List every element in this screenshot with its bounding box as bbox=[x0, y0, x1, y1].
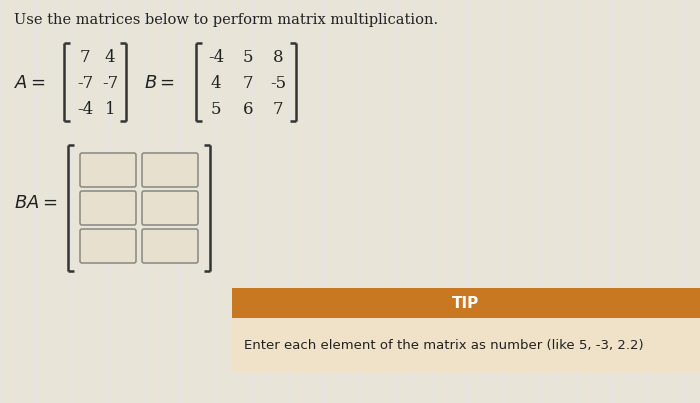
Text: Use the matrices below to perform matrix multiplication.: Use the matrices below to perform matrix… bbox=[14, 13, 438, 27]
Bar bbox=[232, 288, 700, 318]
Text: 5: 5 bbox=[243, 48, 253, 66]
FancyBboxPatch shape bbox=[142, 229, 198, 263]
Text: 7: 7 bbox=[273, 100, 284, 118]
Text: -7: -7 bbox=[77, 75, 93, 91]
FancyBboxPatch shape bbox=[142, 153, 198, 187]
Text: -4: -4 bbox=[208, 48, 224, 66]
FancyBboxPatch shape bbox=[142, 191, 198, 225]
Text: 7: 7 bbox=[243, 75, 253, 91]
Text: 7: 7 bbox=[80, 48, 90, 66]
Text: $B=$: $B=$ bbox=[144, 74, 175, 92]
Text: 4: 4 bbox=[211, 75, 221, 91]
FancyBboxPatch shape bbox=[80, 229, 136, 263]
Text: -4: -4 bbox=[77, 100, 93, 118]
Text: 4: 4 bbox=[105, 48, 116, 66]
FancyBboxPatch shape bbox=[80, 191, 136, 225]
Text: 1: 1 bbox=[105, 100, 116, 118]
Text: 5: 5 bbox=[211, 100, 221, 118]
Text: Enter each element of the matrix as number (like 5, -3, 2.2): Enter each element of the matrix as numb… bbox=[244, 339, 643, 352]
Text: TIP: TIP bbox=[452, 295, 480, 310]
FancyBboxPatch shape bbox=[80, 153, 136, 187]
Text: 6: 6 bbox=[243, 100, 253, 118]
Text: $BA=$: $BA=$ bbox=[14, 194, 57, 212]
Text: 8: 8 bbox=[273, 48, 284, 66]
Text: -7: -7 bbox=[102, 75, 118, 91]
Bar bbox=[232, 318, 700, 373]
Text: $A=$: $A=$ bbox=[14, 74, 46, 92]
Text: -5: -5 bbox=[270, 75, 286, 91]
